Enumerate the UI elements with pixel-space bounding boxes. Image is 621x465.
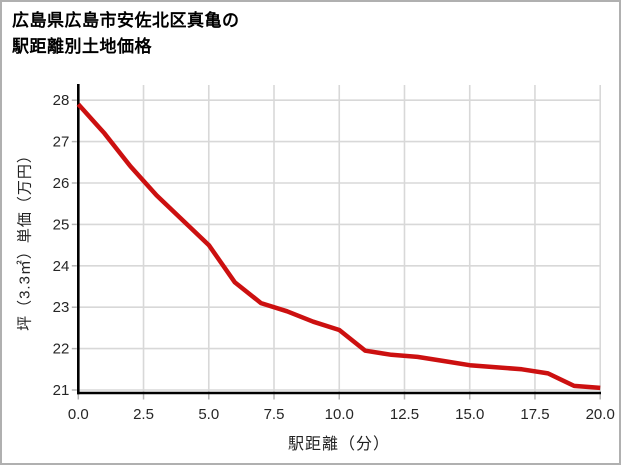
- y-tick-label: 24: [53, 258, 70, 275]
- x-tick-label: 15.0: [455, 406, 484, 423]
- x-tick-label: 5.0: [198, 406, 219, 423]
- y-tick-label: 26: [53, 175, 70, 192]
- y-tick-label: 23: [53, 299, 70, 316]
- x-tick-label: 2.5: [133, 406, 154, 423]
- price-line: [76, 102, 601, 391]
- y-tick-label: 25: [53, 216, 70, 233]
- x-tick-label: 12.5: [390, 406, 419, 423]
- y-tick-label: 21: [53, 382, 70, 399]
- x-tick-label: 17.5: [520, 406, 549, 423]
- x-tick-label: 7.5: [264, 406, 285, 423]
- x-axis-label: 駅距離（分）: [287, 436, 391, 453]
- chart-title: 広島県広島市安佐北区真亀の 駅距離別土地価格: [12, 8, 240, 60]
- y-tick-label: 22: [53, 341, 70, 358]
- x-tick-label: 0.0: [68, 406, 89, 423]
- chart-title-line2: 駅距離別土地価格: [12, 37, 152, 56]
- y-tick-label: 28: [53, 92, 70, 109]
- x-tick-label: 20.0: [586, 406, 615, 423]
- chart-title-line1: 広島県広島市安佐北区真亀の: [12, 11, 240, 30]
- y-tick-label: 27: [53, 134, 70, 151]
- x-tick-label: 10.0: [325, 406, 354, 423]
